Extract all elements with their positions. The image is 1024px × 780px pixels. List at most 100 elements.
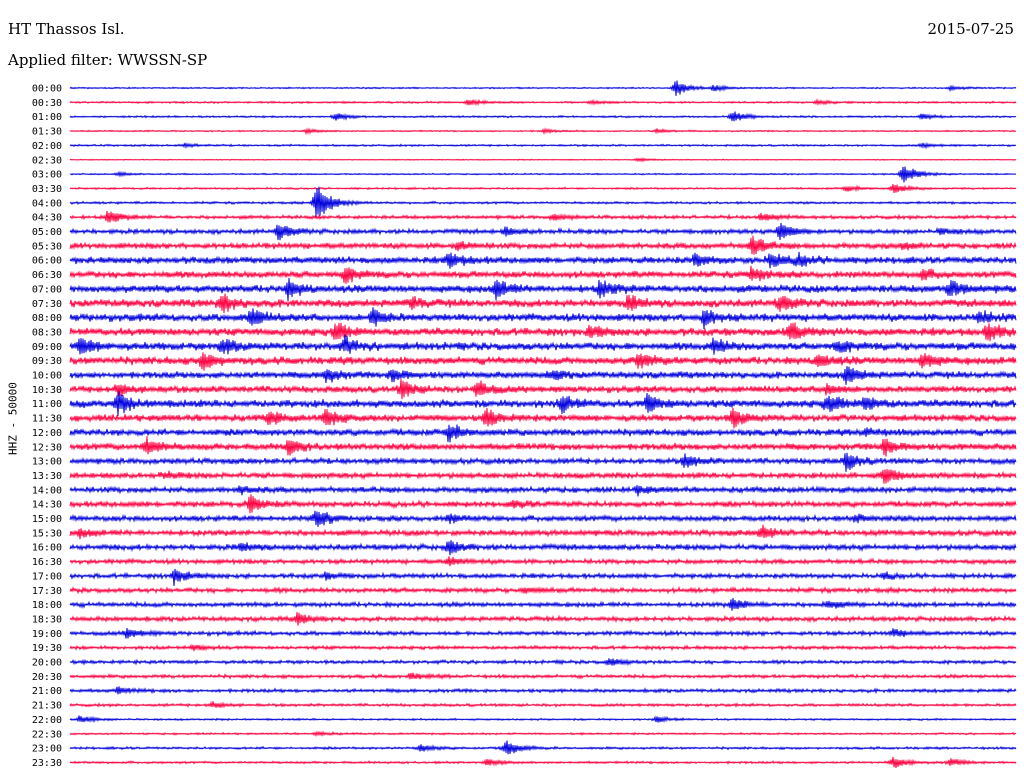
row-time-label: 09:30 [32, 356, 62, 367]
row-labels-group: 00:00 00:30 01:00 01:30 02:00 02:30 03:00 03:30… [32, 84, 62, 769]
row-time-label: 14:30 [32, 500, 62, 511]
seismic-trace-row [69, 672, 1017, 680]
filter-label: Applied filter: WWSSN-SP [8, 51, 208, 69]
row-time-label: 11:00 [32, 399, 62, 410]
row-time-label: 01:00 [32, 112, 62, 123]
seismic-trace-row [69, 127, 1017, 136]
seismic-trace-row [69, 166, 1017, 183]
row-time-label: 10:00 [32, 371, 62, 382]
seismic-trace-row [69, 540, 1017, 556]
seismic-trace-row [69, 222, 1017, 241]
row-time-label: 00:00 [32, 84, 62, 95]
seismic-trace-row [69, 186, 1017, 217]
station-title: HT Thassos Isl. [8, 20, 125, 38]
seismic-trace-row [69, 730, 1017, 737]
seismic-trace-row [69, 700, 1017, 709]
seismic-trace-row [69, 715, 1017, 724]
date-label: 2015-07-25 [927, 20, 1014, 38]
seismic-trace-row [69, 740, 1017, 755]
seismic-trace-row [69, 157, 1017, 163]
seismic-trace-row [69, 585, 1017, 595]
row-time-label: 14:00 [32, 485, 62, 496]
row-time-label: 01:30 [32, 127, 62, 138]
row-time-label: 06:30 [32, 270, 62, 281]
row-time-label: 13:30 [32, 471, 62, 482]
row-time-label: 04:30 [32, 213, 62, 224]
seismic-trace-row [69, 211, 1017, 223]
seismic-trace-row [69, 80, 1017, 96]
row-time-label: 23:00 [32, 744, 62, 755]
row-time-label: 23:30 [32, 758, 62, 769]
row-time-label: 12:30 [32, 442, 62, 453]
seismic-trace-row [69, 183, 1017, 194]
seismic-trace-row [69, 686, 1017, 695]
row-time-label: 18:00 [32, 600, 62, 611]
seismic-trace-row [69, 524, 1017, 540]
row-time-label: 07:00 [32, 284, 62, 295]
seismic-trace-row [69, 322, 1017, 342]
row-time-label: 15:30 [32, 528, 62, 539]
traces-group [69, 80, 1017, 769]
row-time-label: 15:00 [32, 514, 62, 525]
row-time-label: 02:00 [32, 141, 62, 152]
row-time-label: 17:00 [32, 571, 62, 582]
row-time-label: 18:30 [32, 614, 62, 625]
row-time-label: 16:00 [32, 543, 62, 554]
seismic-trace-row [69, 494, 1017, 514]
seismic-trace-row [69, 510, 1017, 527]
row-time-label: 17:30 [32, 586, 62, 597]
seismic-trace-row [69, 235, 1017, 255]
row-time-label: 03:30 [32, 184, 62, 195]
seismic-trace-row [69, 277, 1017, 301]
row-time-label: 22:30 [32, 729, 62, 740]
row-time-label: 21:30 [32, 701, 62, 712]
row-time-label: 22:00 [32, 715, 62, 726]
seismic-trace-row [69, 265, 1017, 284]
row-time-label: 20:30 [32, 672, 62, 683]
row-time-label: 02:30 [32, 155, 62, 166]
seismic-trace-row [69, 643, 1017, 652]
seismic-trace-row [69, 424, 1017, 443]
row-time-label: 16:30 [32, 557, 62, 568]
seismic-trace-row [69, 485, 1017, 497]
seismic-trace-row [69, 436, 1017, 457]
row-time-label: 20:00 [32, 658, 62, 669]
seismic-trace-row [69, 391, 1017, 417]
row-time-label: 04:00 [32, 198, 62, 209]
row-time-label: 05:30 [32, 241, 62, 252]
seismic-trace-row [69, 142, 1017, 150]
seismic-trace-row [69, 251, 1017, 269]
row-time-label: 21:00 [32, 686, 62, 697]
row-time-label: 05:00 [32, 227, 62, 238]
row-time-label: 13:00 [32, 457, 62, 468]
seismic-trace-row [69, 568, 1017, 587]
seismic-trace-row [69, 469, 1017, 484]
seismic-trace-row [69, 756, 1017, 769]
row-time-label: 07:30 [32, 299, 62, 310]
row-time-label: 09:00 [32, 342, 62, 353]
seismic-trace-row [69, 627, 1017, 639]
row-time-label: 19:30 [32, 643, 62, 654]
row-time-label: 00:30 [32, 98, 62, 109]
seismic-trace-row [69, 452, 1017, 472]
seismic-trace-row [69, 658, 1017, 667]
row-time-label: 08:30 [32, 327, 62, 338]
seismic-trace-row [69, 407, 1017, 429]
row-time-label: 12:00 [32, 428, 62, 439]
seismic-trace-row [69, 334, 1017, 355]
row-time-label: 10:30 [32, 385, 62, 396]
row-time-label: 11:30 [32, 414, 62, 425]
seismic-trace-row [69, 98, 1017, 107]
seismic-trace-row [69, 111, 1017, 122]
row-time-label: 03:00 [32, 170, 62, 181]
seismic-trace-row [69, 556, 1017, 567]
seismic-trace-row [69, 352, 1017, 371]
row-time-label: 08:00 [32, 313, 62, 324]
seismic-trace-row [69, 598, 1017, 611]
row-time-label: 06:00 [32, 256, 62, 267]
seismic-trace-row [69, 307, 1017, 330]
seismic-trace-row [69, 293, 1017, 314]
seismic-trace-row [69, 611, 1017, 626]
seismic-trace-row [69, 366, 1017, 385]
